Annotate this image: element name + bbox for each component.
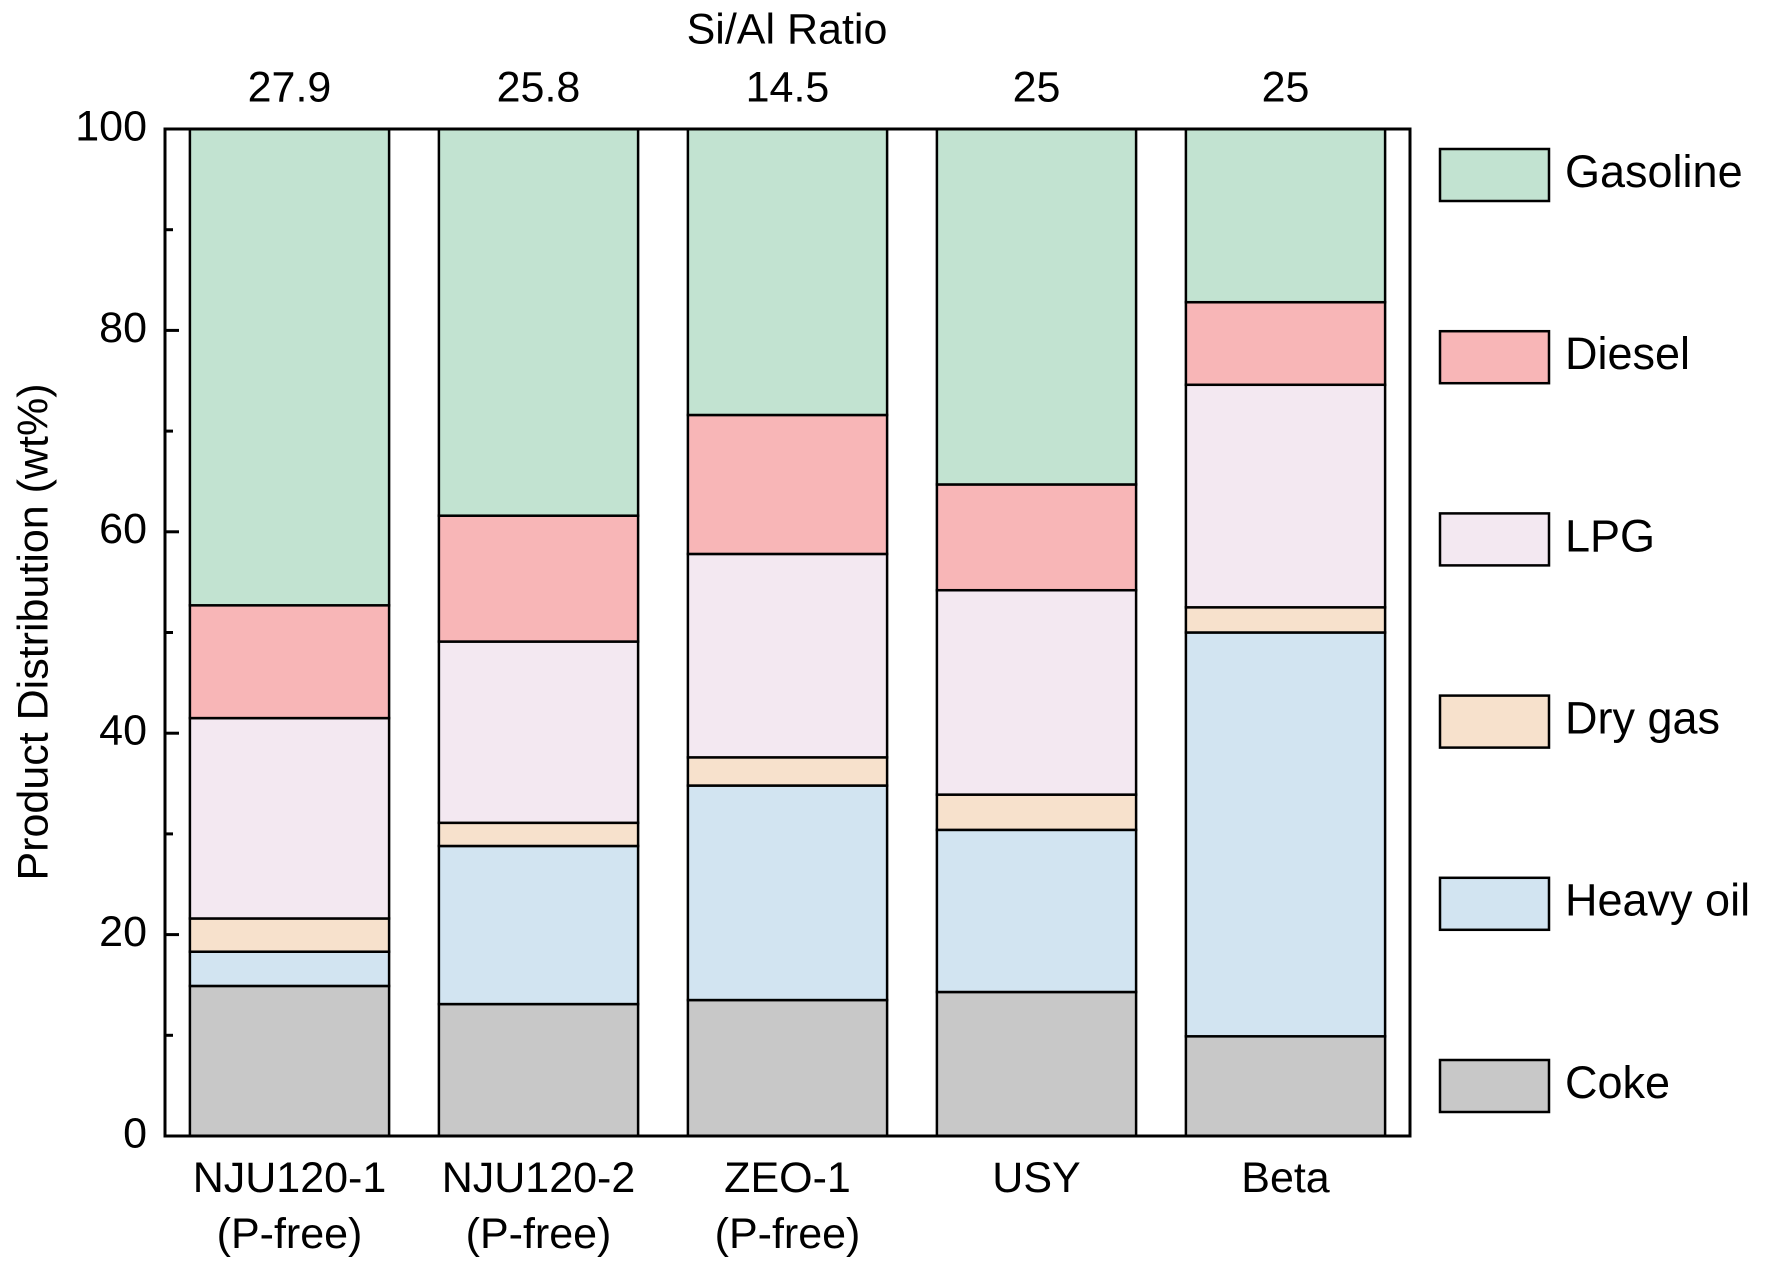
bar-segment <box>1184 606 1387 634</box>
y-tick-label: 40 <box>99 707 147 755</box>
legend-swatch <box>1438 329 1551 385</box>
legend-swatch <box>1438 512 1551 567</box>
x-tick-label: USY <box>992 1154 1081 1202</box>
y-axis-label: Product Distribution (wt%) <box>9 383 57 880</box>
bar-segment <box>686 413 889 556</box>
bar-segment <box>437 514 640 643</box>
bar-segment <box>188 127 391 607</box>
bar-segment <box>935 588 1138 796</box>
bar-segment <box>686 552 889 759</box>
bar-segment <box>437 1002 640 1138</box>
legend-swatch <box>1438 1058 1551 1114</box>
x-tick-label: Beta <box>1241 1154 1330 1202</box>
top-label: 27.9 <box>248 63 332 111</box>
legend-label: Dry gas <box>1565 692 1720 743</box>
bar-segment <box>935 990 1138 1138</box>
top-label: 14.5 <box>746 63 830 111</box>
bar-segment <box>1184 127 1387 304</box>
plot-frame <box>163 127 1412 1138</box>
top-label: 25 <box>1013 63 1061 111</box>
bar-segment <box>1184 631 1387 1038</box>
bar-segment <box>1184 300 1387 387</box>
legend-swatch <box>1438 147 1551 203</box>
bar-segment <box>437 640 640 825</box>
bar-segment <box>437 844 640 1006</box>
x-tick-label: NJU120-1 (P-free) <box>192 1154 387 1258</box>
bar-segment <box>188 604 391 720</box>
legend-swatch <box>1438 694 1551 749</box>
bar-segment <box>188 917 391 953</box>
bar-segment <box>935 483 1138 592</box>
bar-segment <box>188 984 391 1138</box>
bar-segment <box>188 716 391 920</box>
legend-label: Coke <box>1565 1057 1670 1108</box>
bar-segment <box>686 998 889 1138</box>
bar-segment <box>437 127 640 517</box>
legend-label: LPG <box>1565 510 1655 561</box>
bar-segment <box>935 828 1138 994</box>
bar-segment <box>686 784 889 1002</box>
legend-swatch <box>1438 876 1551 932</box>
x-tick-label: NJU120-2 (P-free) <box>441 1154 636 1258</box>
y-tick-label: 20 <box>99 908 147 956</box>
bar-segment <box>1184 383 1387 609</box>
chart-title: Si/Al Ratio <box>687 5 888 53</box>
legend-label: Gasoline <box>1565 146 1743 197</box>
y-tick-label: 80 <box>99 304 147 352</box>
bar-segment <box>686 127 889 417</box>
y-tick-label: 100 <box>75 102 147 150</box>
top-label: 25 <box>1262 63 1310 111</box>
top-label: 25.8 <box>497 63 581 111</box>
bar-segment <box>1184 1035 1387 1138</box>
y-tick-label: 60 <box>99 505 147 553</box>
bar-segment <box>437 821 640 848</box>
bar-segment <box>686 756 889 787</box>
bar-segment <box>935 793 1138 832</box>
y-tick-label: 0 <box>123 1109 147 1157</box>
x-tick-label: ZEO-1 (P-free) <box>714 1154 861 1258</box>
bar-segment <box>935 127 1138 486</box>
legend-label: Heavy oil <box>1565 875 1750 926</box>
legend-label: Diesel <box>1565 328 1690 379</box>
bar-segment <box>188 950 391 988</box>
